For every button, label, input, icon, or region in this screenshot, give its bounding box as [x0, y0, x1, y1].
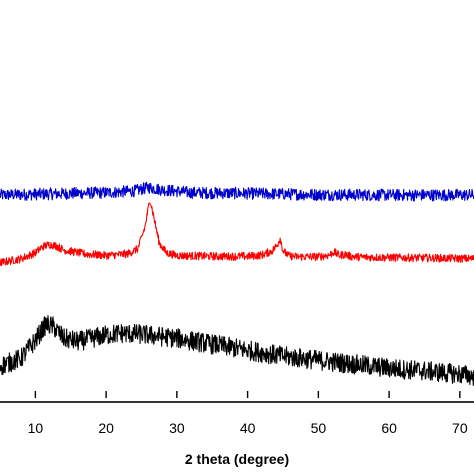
x-tick-label-30: 30 [169, 420, 185, 436]
x-tick-label-10: 10 [28, 420, 44, 436]
x-tick-label-50: 50 [311, 420, 327, 436]
plot-frame [0, 401, 474, 403]
x-tick-label-20: 20 [98, 420, 114, 436]
x-axis-tick-labels: 10 20 30 40 50 60 70 [28, 420, 468, 436]
x-tick-label-70: 70 [452, 420, 468, 436]
x-tick-label-60: 60 [381, 420, 397, 436]
series-line-3 [0, 315, 474, 386]
series-line-2 [0, 202, 474, 267]
x-axis-ticks [34, 391, 461, 398]
series-layer [0, 181, 474, 386]
series-line-1 [0, 181, 474, 202]
x-tick-label-40: 40 [240, 420, 256, 436]
x-axis-title: 2 theta (degree) [185, 451, 289, 467]
